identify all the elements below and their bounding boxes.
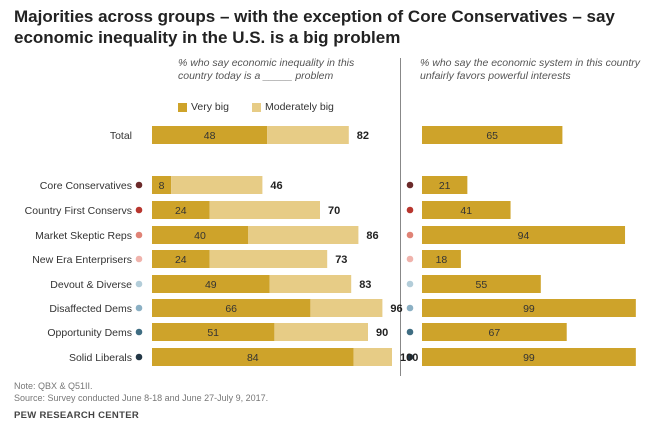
group-marker-dot <box>406 304 414 312</box>
legend-swatch-very-big <box>178 102 187 112</box>
category-label: Country First Conservs <box>25 205 132 217</box>
bar-moderately-big <box>274 323 368 341</box>
bar-value-label: 99 <box>523 303 535 315</box>
bar-moderately-big <box>310 299 383 317</box>
bar-very-big <box>152 275 270 293</box>
chart-title: Majorities across groups – with the exce… <box>14 7 615 47</box>
bar-value-label: 41 <box>460 205 472 217</box>
bar-value-label: 67 <box>489 327 501 339</box>
total-value-label: 90 <box>376 327 388 339</box>
credit-text: PEW RESEARCH CENTER <box>14 410 139 421</box>
total-value-label: 83 <box>359 279 371 291</box>
bar-unfair-system <box>422 126 563 144</box>
group-marker-dot <box>135 304 143 312</box>
bar-value-label: 84 <box>247 352 259 364</box>
group-marker-dot <box>406 280 414 288</box>
bar-value-label: 66 <box>225 303 237 315</box>
bar-value-label: 24 <box>175 205 187 217</box>
bar-very-big <box>152 348 354 366</box>
bar-moderately-big <box>353 348 392 366</box>
bar-very-big <box>152 201 210 219</box>
bar-very-big <box>152 323 275 341</box>
category-label: Market Skeptic Reps <box>35 230 132 242</box>
bar-value-label: 94 <box>518 230 530 242</box>
bar-moderately-big <box>269 275 352 293</box>
bar-value-label: 51 <box>207 327 219 339</box>
bar-value-label: 18 <box>436 254 448 266</box>
group-marker-dot <box>135 231 143 239</box>
bar-moderately-big <box>171 176 263 194</box>
bar-unfair-system <box>422 348 636 366</box>
category-label: Devout & Diverse <box>50 279 132 291</box>
bar-moderately-big <box>248 226 359 244</box>
group-marker-dot <box>135 280 143 288</box>
total-value-label: 73 <box>335 254 347 266</box>
group-marker-dot <box>135 328 143 336</box>
bar-value-label: 21 <box>439 180 451 192</box>
category-label: Total <box>110 130 132 142</box>
right-panel-subtitle: % who say the economic system in this co… <box>420 57 641 82</box>
bar-value-label: 40 <box>194 230 206 242</box>
legend-item-very-big: Very big <box>178 101 229 113</box>
bar-unfair-system <box>422 250 461 268</box>
bar-unfair-system <box>422 226 626 244</box>
group-marker-dot <box>406 328 414 336</box>
bar-very-big <box>152 299 311 317</box>
total-value-label: 46 <box>270 180 282 192</box>
group-marker-dot <box>406 255 414 263</box>
legend-item-moderately-big: Moderately big <box>252 101 334 113</box>
bar-unfair-system <box>422 275 541 293</box>
group-marker-dot <box>135 181 143 189</box>
group-marker-dot <box>406 181 414 189</box>
bar-value-label: 48 <box>204 130 216 142</box>
bar-value-label: 24 <box>175 254 187 266</box>
group-marker-dot <box>135 353 143 361</box>
group-marker-dot <box>406 231 414 239</box>
legend-label-very-big: Very big <box>191 101 229 113</box>
category-label: Opportunity Dems <box>47 327 132 339</box>
bar-value-label: 55 <box>476 279 488 291</box>
bar-very-big <box>152 126 268 144</box>
total-value-label: 96 <box>390 303 402 315</box>
category-label: Disaffected Dems <box>49 303 132 315</box>
total-value-label: 100 <box>400 352 418 364</box>
group-marker-dot <box>135 255 143 263</box>
bar-value-label: 49 <box>205 279 217 291</box>
bar-unfair-system <box>422 176 468 194</box>
legend-swatch-moderately-big <box>252 102 261 112</box>
total-value-label: 70 <box>328 205 340 217</box>
total-value-label: 86 <box>366 230 378 242</box>
category-label: New Era Enterprisers <box>32 254 132 266</box>
bar-moderately-big <box>267 126 349 144</box>
group-marker-dot <box>135 206 143 214</box>
bar-unfair-system <box>422 323 567 341</box>
bar-unfair-system <box>422 299 636 317</box>
group-marker-dot <box>406 353 414 361</box>
bar-unfair-system <box>422 201 511 219</box>
bar-very-big <box>152 176 172 194</box>
bar-moderately-big <box>209 201 320 219</box>
bar-value-label: 8 <box>159 180 165 192</box>
source-text: Source: Survey conducted June 8-18 and J… <box>14 393 269 403</box>
bar-value-label: 65 <box>486 130 498 142</box>
panel-divider <box>400 58 401 376</box>
category-label: Solid Liberals <box>69 352 132 364</box>
bar-chart: Total 48 82 65 Core Conservatives 8 46 21 Countr… <box>25 126 636 366</box>
category-label: Core Conservatives <box>40 180 132 192</box>
legend-label-moderately-big: Moderately big <box>265 101 334 113</box>
notes: Note: QBX & Q51II. Source: Survey conduc… <box>14 380 268 404</box>
note-text: Note: QBX & Q51II. <box>14 381 93 391</box>
left-panel-subtitle: % who say economic inequality in this co… <box>178 57 355 82</box>
bar-moderately-big <box>209 250 328 268</box>
total-value-label: 82 <box>357 130 369 142</box>
bar-very-big <box>152 226 248 244</box>
bar-very-big <box>152 250 210 268</box>
bar-value-label: 99 <box>523 352 535 364</box>
group-marker-dot <box>406 206 414 214</box>
